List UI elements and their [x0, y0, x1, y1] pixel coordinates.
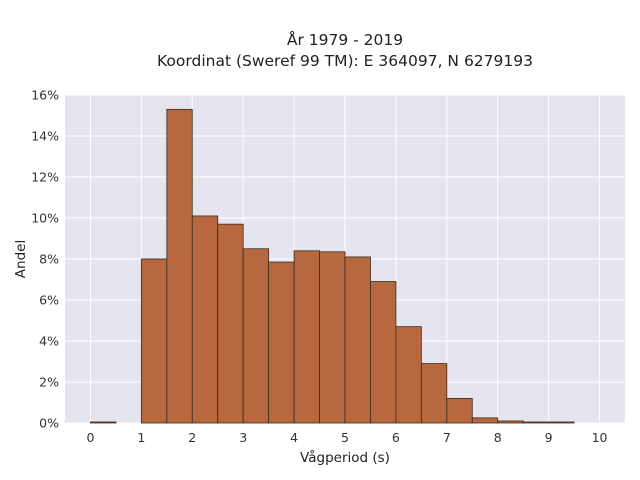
y-tick-label: 16%: [31, 88, 59, 103]
histogram-bar: [420, 363, 448, 424]
histogram-bar: [497, 420, 524, 424]
x-tick-label: 0: [86, 430, 94, 445]
y-axis-label: Andel: [13, 240, 29, 278]
x-tick-label: 4: [290, 430, 298, 445]
chart-subtitle: Koordinat (Sweref 99 TM): E 364097, N 62…: [157, 52, 533, 70]
x-axis-ticks: 0 1 2 3 4 5 6 7 8 9 10: [86, 430, 607, 445]
x-tick-label: 3: [239, 430, 247, 445]
y-axis-ticks: 0% 2% 4% 6% 8% 10% 12% 14% 16%: [31, 88, 59, 431]
histogram-bar: [90, 421, 117, 424]
histogram-bar: [140, 258, 168, 424]
x-tick-label: 6: [392, 430, 400, 445]
histogram-bar: [293, 250, 320, 424]
histogram-bar: [370, 281, 397, 424]
histogram-bar: [217, 223, 244, 424]
x-tick-label: 8: [494, 430, 502, 445]
x-tick-label: 10: [592, 430, 608, 445]
bars: [90, 108, 575, 424]
y-tick-label: 2%: [39, 375, 59, 390]
histogram-bar: [548, 421, 575, 424]
x-tick-label: 2: [188, 430, 196, 445]
histogram-bar: [395, 326, 422, 424]
histogram-bar: [191, 215, 219, 424]
histogram-bar: [522, 421, 550, 424]
histogram-bar: [166, 108, 193, 424]
chart-title: År 1979 - 2019: [287, 30, 403, 49]
histogram-bar: [268, 261, 295, 424]
x-tick-label: 9: [545, 430, 553, 445]
x-axis-label: Vågperiod (s): [300, 449, 390, 466]
histogram-bar: [471, 417, 499, 424]
y-tick-label: 14%: [31, 129, 59, 144]
histogram-bar: [242, 248, 270, 424]
y-tick-label: 0%: [39, 416, 59, 431]
y-tick-label: 6%: [39, 293, 59, 308]
histogram-bar: [319, 251, 346, 424]
histogram-bar: [344, 256, 371, 424]
x-tick-label: 1: [137, 430, 145, 445]
y-tick-label: 10%: [31, 211, 59, 226]
y-tick-label: 8%: [39, 252, 59, 267]
x-tick-label: 5: [341, 430, 349, 445]
histogram-bar: [446, 397, 473, 424]
y-tick-label: 4%: [39, 334, 59, 349]
x-tick-label: 7: [443, 430, 451, 445]
y-tick-label: 12%: [31, 170, 59, 185]
